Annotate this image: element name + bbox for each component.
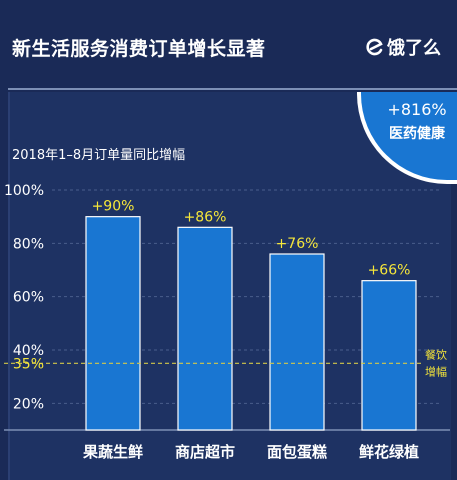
bar	[177, 226, 233, 431]
brand-name: 饿了么	[387, 38, 441, 59]
chart-subtitle: 2018年1–8月订单量同比增幅	[12, 148, 186, 163]
x-tick-label: 鲜花绿植	[359, 443, 419, 461]
y-tick-label: 100%	[4, 183, 44, 199]
x-tick-label: 果蔬生鲜	[82, 443, 143, 461]
bar	[361, 280, 417, 431]
badge-label: 医药健康	[389, 126, 445, 142]
brand-logo: 饿了么	[365, 34, 441, 60]
page-title: 新生活服务消费订单增长显著	[12, 38, 266, 60]
bar-value-label: +86%	[184, 209, 227, 225]
bar-value-label: +90%	[92, 199, 135, 215]
y-tick-label: 80%	[13, 236, 44, 252]
badge-value: +816%	[387, 100, 447, 119]
y-tick-label: 20%	[13, 396, 44, 412]
bar-value-label: +76%	[276, 236, 319, 252]
y-tick-label: 60%	[13, 290, 44, 306]
reference-annotation: 增幅	[425, 364, 447, 378]
header-divider	[8, 88, 457, 90]
x-tick-label: 面包蛋糕	[267, 443, 327, 461]
y-tick-label: 40%	[13, 343, 44, 359]
x-tick-label: 商店超市	[175, 443, 235, 461]
bar	[269, 253, 325, 431]
reference-annotation: 餐饮	[425, 347, 447, 361]
bar	[85, 216, 141, 431]
reference-value-label: 35%	[13, 356, 44, 372]
bar-value-label: +66%	[368, 263, 411, 279]
brand-e-icon	[366, 38, 383, 56]
